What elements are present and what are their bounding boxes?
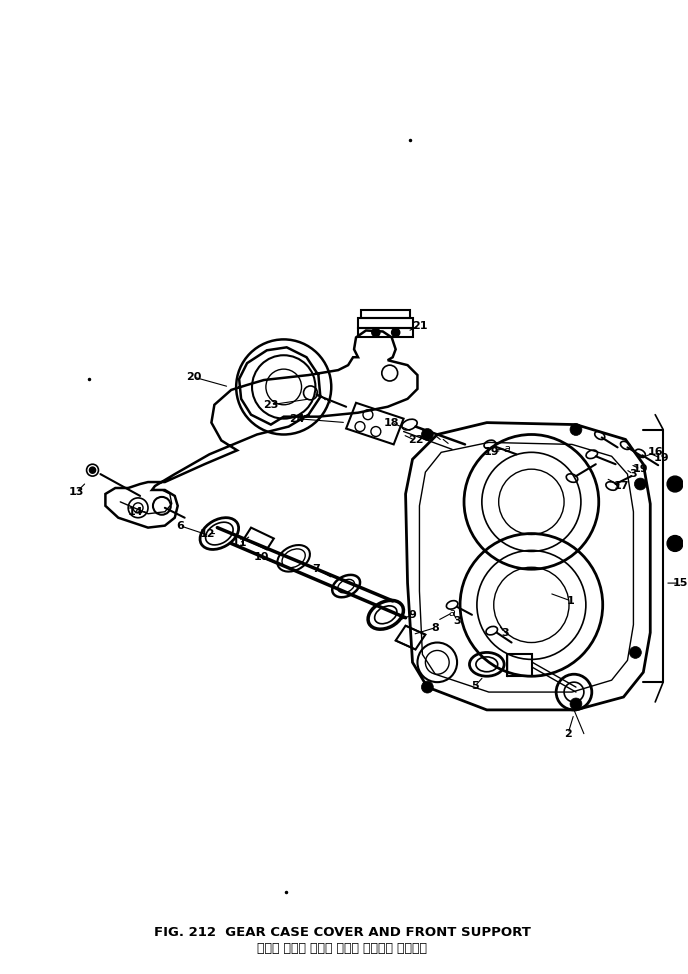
Text: 16: 16	[647, 447, 663, 458]
Text: 12: 12	[200, 529, 215, 539]
Text: 24: 24	[289, 414, 304, 424]
Text: 3: 3	[630, 469, 637, 479]
Circle shape	[570, 424, 582, 435]
Circle shape	[570, 698, 582, 710]
Text: 22: 22	[408, 435, 423, 445]
Text: 4: 4	[673, 477, 681, 487]
Text: 18: 18	[384, 418, 400, 428]
Text: 1: 1	[567, 596, 575, 606]
Circle shape	[422, 429, 433, 440]
Text: 8: 8	[431, 622, 439, 633]
Text: 3: 3	[501, 627, 508, 638]
Text: 19: 19	[632, 465, 648, 474]
Text: 9: 9	[409, 610, 416, 619]
Text: 21: 21	[411, 320, 427, 330]
Circle shape	[89, 468, 96, 473]
Circle shape	[391, 328, 400, 336]
Text: 23: 23	[263, 399, 279, 410]
Text: ギヤー ケース カバー および フロント サポート: ギヤー ケース カバー および フロント サポート	[257, 942, 427, 955]
Text: a: a	[449, 608, 455, 618]
Circle shape	[422, 681, 433, 693]
Text: 15: 15	[672, 579, 688, 588]
Text: 20: 20	[186, 372, 202, 382]
Text: 14: 14	[127, 506, 143, 517]
Text: 11: 11	[231, 539, 247, 548]
Circle shape	[667, 476, 683, 492]
Text: 2: 2	[564, 729, 572, 738]
Text: a: a	[503, 444, 510, 454]
Circle shape	[634, 478, 646, 490]
Text: 19: 19	[484, 447, 499, 458]
Text: 3: 3	[453, 616, 461, 625]
Text: 13: 13	[69, 487, 85, 497]
Circle shape	[372, 328, 380, 336]
Text: 19: 19	[654, 453, 669, 464]
Text: 5: 5	[471, 681, 479, 692]
Text: 7: 7	[312, 564, 321, 575]
Text: 6: 6	[175, 521, 184, 531]
Circle shape	[667, 536, 683, 551]
Text: 17: 17	[614, 481, 630, 491]
Text: 10: 10	[253, 552, 268, 562]
Text: FIG. 212  GEAR CASE COVER AND FRONT SUPPORT: FIG. 212 GEAR CASE COVER AND FRONT SUPPO…	[153, 926, 530, 939]
Circle shape	[630, 647, 641, 658]
Text: 4: 4	[673, 537, 681, 546]
